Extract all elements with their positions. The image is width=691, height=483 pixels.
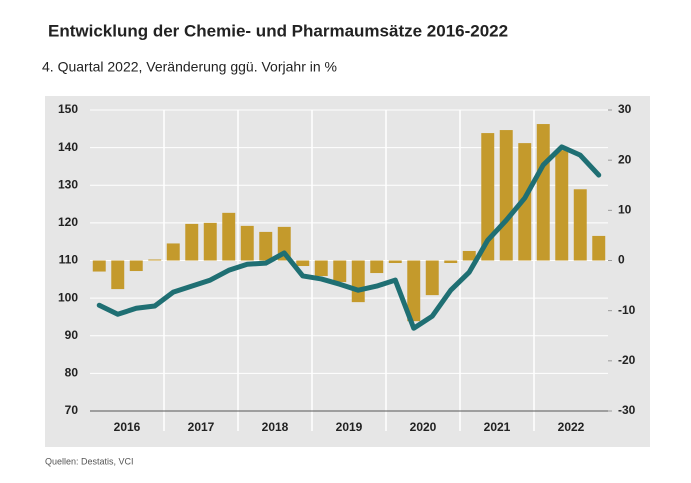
bar: [185, 223, 199, 261]
bar: [592, 235, 606, 261]
y2-tick-label: 20: [618, 152, 632, 166]
bar: [351, 260, 365, 303]
bar: [407, 260, 421, 322]
y2-tick-label: -30: [618, 403, 636, 417]
bar: [444, 260, 458, 264]
x-tick-label: 2017: [188, 420, 215, 434]
chart-title: Entwicklung der Chemie- und Pharmaumsätz…: [48, 21, 508, 40]
bar: [481, 133, 495, 261]
bar: [296, 260, 310, 267]
bar: [129, 260, 143, 272]
y-tick-label: 110: [59, 253, 79, 267]
bar: [314, 260, 328, 277]
bar: [166, 243, 180, 261]
bar: [536, 124, 550, 261]
bar: [148, 259, 162, 261]
y-tick-label: 140: [58, 140, 78, 154]
bar: [203, 222, 217, 261]
subtitle: 4. Quartal 2022, Veränderung ggü. Vorjah…: [42, 59, 337, 75]
bar: [222, 212, 236, 261]
x-tick-label: 2022: [558, 420, 585, 434]
y2-tick-label: 10: [618, 203, 632, 217]
bar: [462, 250, 476, 261]
x-tick-label: 2018: [262, 420, 289, 434]
y-tick-label: 120: [58, 215, 78, 229]
bar: [111, 260, 125, 290]
bar: [425, 260, 439, 296]
bar: [573, 189, 587, 261]
bar: [555, 150, 569, 261]
bar: [240, 225, 254, 261]
bar: [370, 260, 384, 274]
x-tick-label: 2021: [484, 420, 511, 434]
bar: [388, 260, 402, 264]
x-tick-label: 2016: [114, 420, 141, 434]
y2-tick-label: -10: [618, 303, 636, 317]
x-tick-label: 2019: [336, 420, 363, 434]
line: [96, 144, 602, 331]
y-tick-label: 130: [58, 177, 78, 191]
bar: [92, 260, 106, 272]
bar: [259, 231, 273, 261]
y2-tick-label: 30: [618, 102, 632, 116]
x-tick-label: 2020: [410, 420, 437, 434]
y2-tick-label: -20: [618, 353, 636, 367]
y-tick-label: 90: [65, 328, 79, 342]
y-tick-label: 100: [58, 290, 78, 304]
y-tick-label: 150: [58, 102, 78, 116]
source: Quellen: Destatis, VCI: [45, 456, 134, 466]
y-tick-label: 80: [65, 366, 79, 380]
y2-tick-label: 0: [618, 253, 625, 267]
bar: [333, 260, 347, 283]
bar: [499, 130, 513, 261]
y-tick-label: 70: [65, 403, 79, 417]
